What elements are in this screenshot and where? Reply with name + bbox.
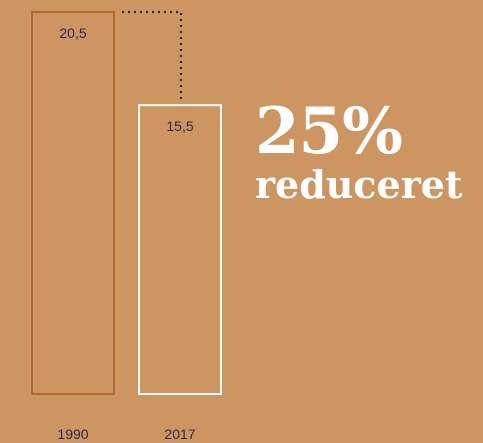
category-label-2017: 2017: [164, 426, 195, 442]
dotted-connector: [122, 10, 183, 102]
bars-group: [31, 11, 222, 395]
bar-2017: [138, 104, 222, 395]
headline-text: reduceret: [255, 162, 463, 207]
value-label-1990: 20,5: [59, 25, 86, 41]
value-labels-group: 20,5 15,5: [59, 25, 193, 134]
bar-1990: [31, 11, 115, 395]
category-labels-group: 1990 2017: [57, 426, 195, 442]
category-label-1990: 1990: [57, 426, 88, 442]
headline: 25% reduceret: [255, 100, 462, 204]
headline-percent: 25%: [255, 94, 403, 169]
value-label-2017: 15,5: [166, 118, 193, 134]
